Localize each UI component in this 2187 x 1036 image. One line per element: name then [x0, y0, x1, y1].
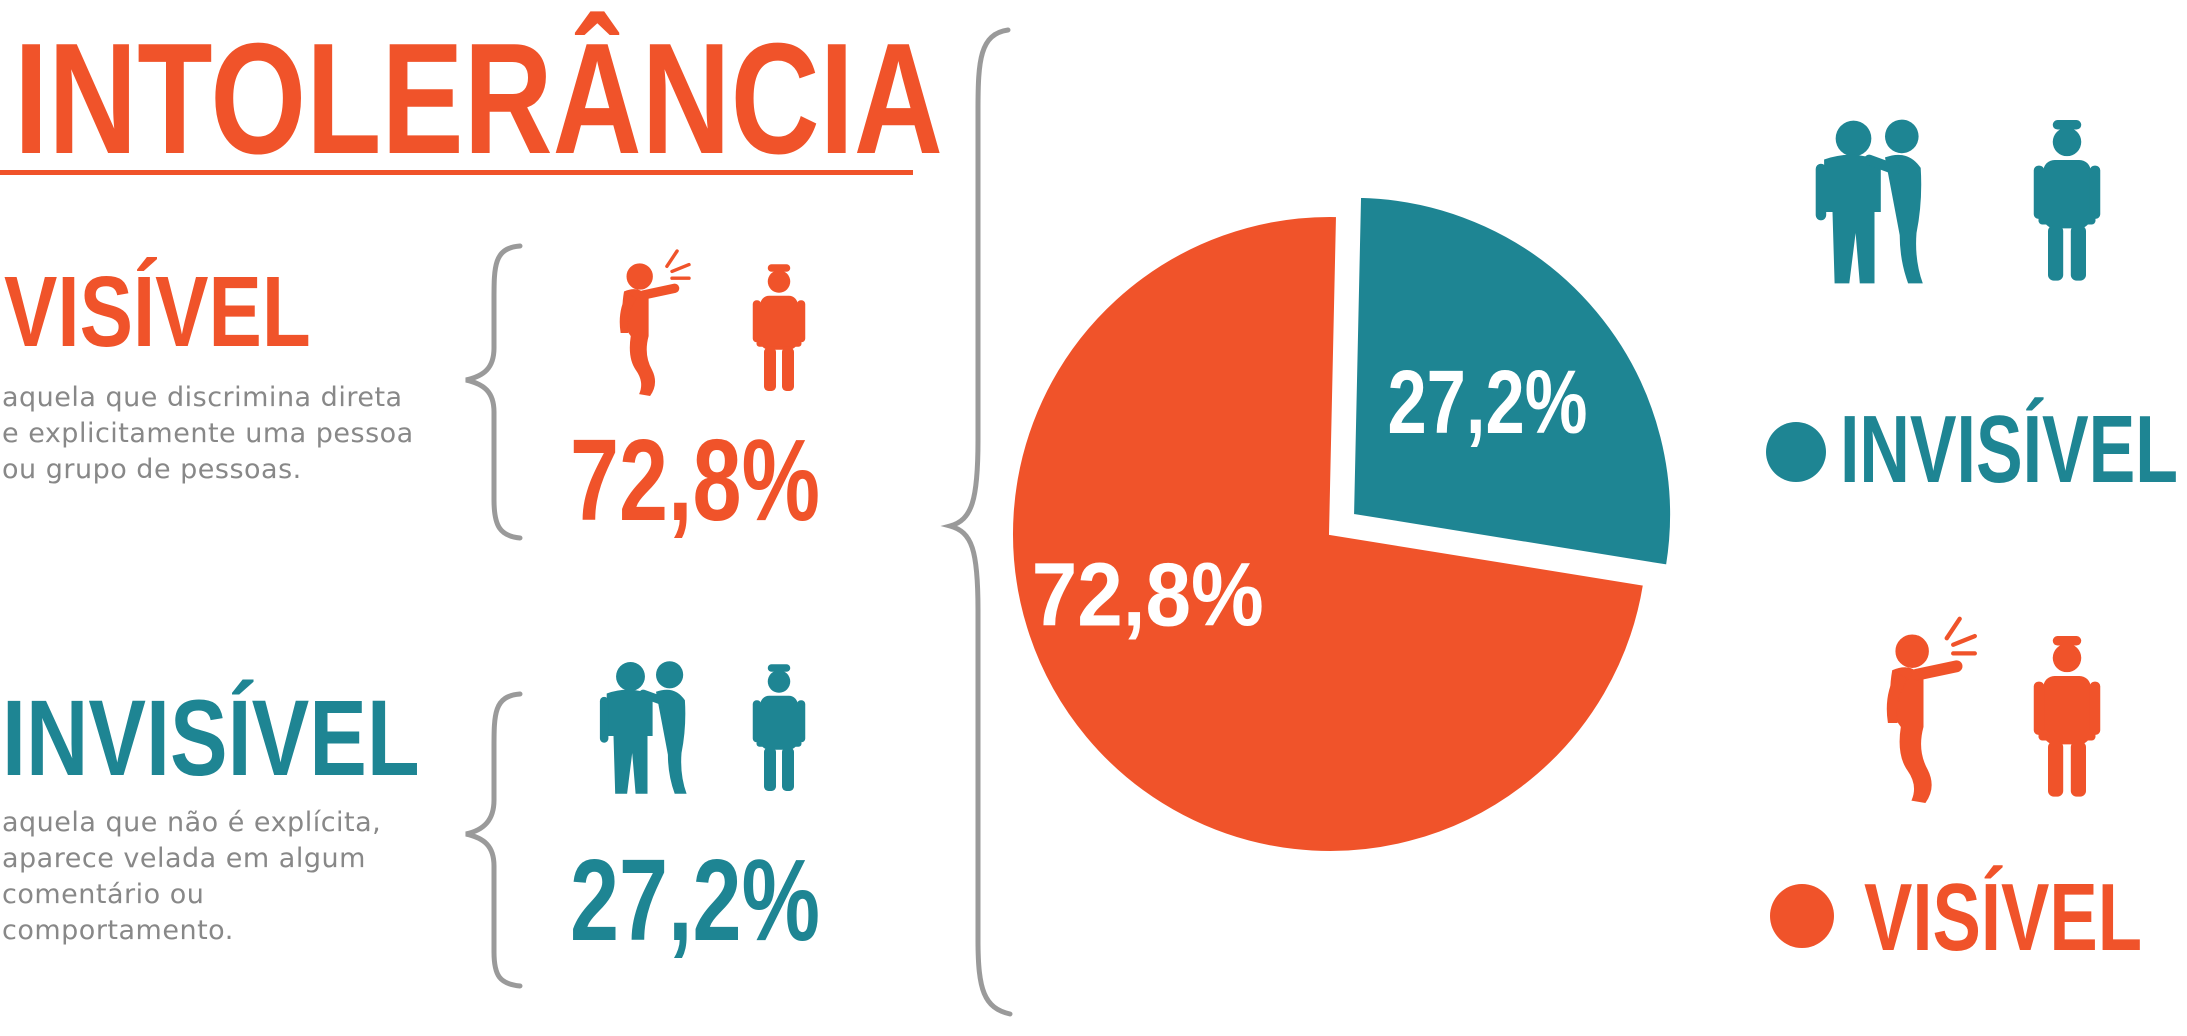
invisible-description-line: aparece velada em algum — [2, 843, 366, 874]
legend-dot-visible — [1770, 884, 1834, 948]
visible-description-line: ou grupo de pessoas. — [2, 454, 302, 485]
standing-person-icon — [2033, 636, 2101, 797]
shouting-person-icon — [1887, 619, 1974, 803]
pie-chart: 27,2% 72,8% — [1011, 195, 1672, 853]
pie-label-invisible: 27,2% — [1387, 353, 1587, 453]
pie-label-visible: 72,8% — [1032, 546, 1264, 646]
visible-brace — [465, 243, 523, 541]
visible-percent: 72,8% — [570, 415, 820, 545]
invisible-description-line: aquela que não é explícita, — [2, 807, 382, 838]
standing-person-icon — [752, 264, 806, 391]
visible-description-line: aquela que discrimina direta — [2, 382, 403, 413]
whispering-people-icon — [1815, 119, 1923, 284]
invisible-heading: INVISÍVEL — [2, 677, 420, 798]
invisible-percent: 27,2% — [570, 835, 820, 965]
pie-slice-visible — [1011, 215, 1646, 853]
legend-dot-invisible — [1766, 422, 1826, 482]
pie-slice-invisible — [1352, 195, 1672, 567]
legend-label-visible: VISÍVEL — [1864, 864, 2142, 971]
page-title: INTOLERÂNCIA — [14, 11, 943, 187]
main-brace — [940, 27, 1013, 1017]
invisible-description: aquela que não é explícita, aparece vela… — [2, 805, 442, 949]
title-underline — [0, 170, 913, 175]
whispering-people-icon — [599, 661, 687, 794]
standing-person-icon — [2033, 120, 2101, 281]
visible-description: aquela que discrimina direta e explicita… — [2, 380, 462, 488]
invisible-description-line: comentário ou — [2, 879, 205, 910]
standing-person-icon — [752, 664, 806, 791]
invisible-brace — [465, 691, 523, 989]
shouting-person-icon — [618, 249, 691, 398]
invisible-description-line: comportamento. — [2, 915, 234, 946]
visible-heading: VISÍVEL — [4, 256, 311, 368]
legend-label-invisible: INVISÍVEL — [1840, 396, 2178, 503]
visible-description-line: e explicitamente uma pessoa — [2, 418, 414, 449]
